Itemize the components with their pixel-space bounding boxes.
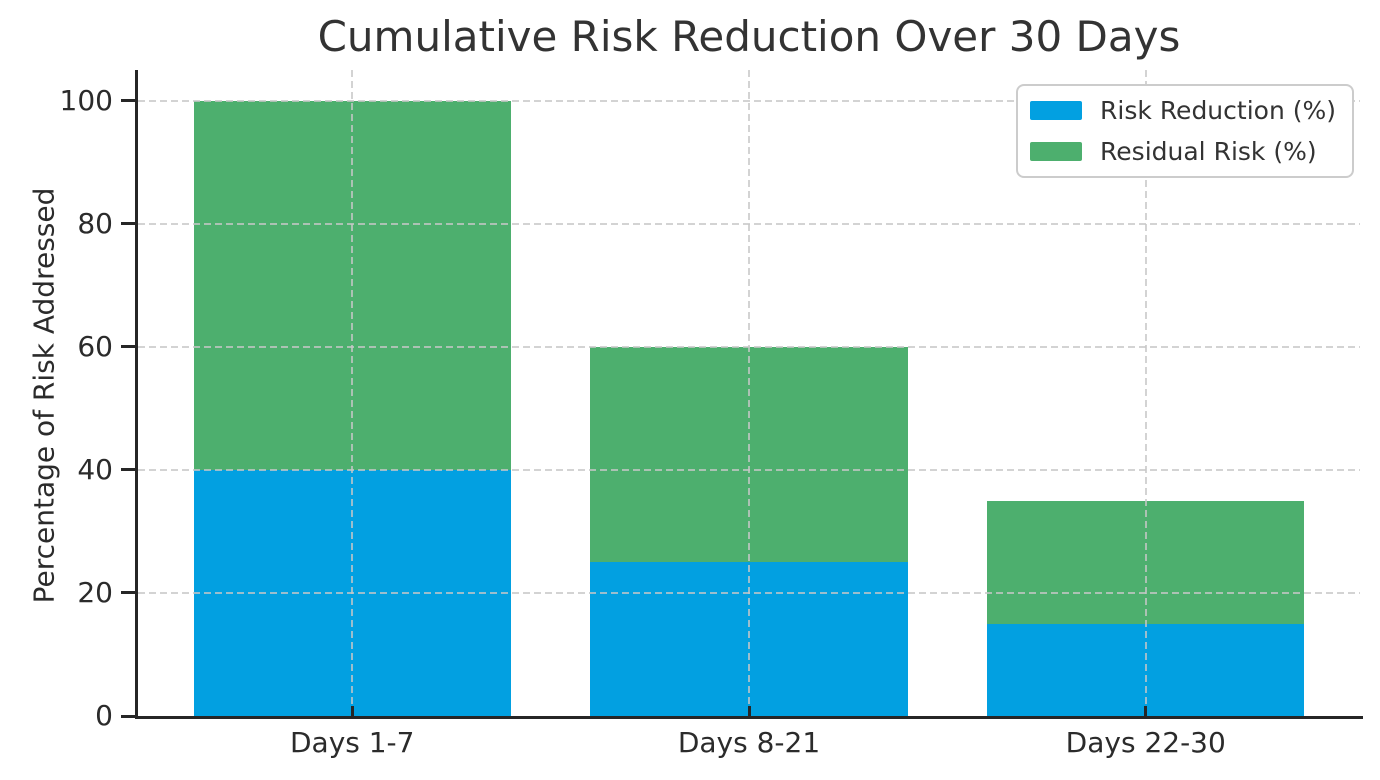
y-tick-mark [121,591,135,595]
legend-label: Risk Reduction (%) [1100,96,1336,125]
y-tick-label: 60 [77,329,113,363]
x-tick-label: Days 8-21 [677,726,821,759]
legend-swatch [1030,142,1083,161]
x-tick-mark [350,706,354,716]
y-tick-label: 40 [77,452,113,486]
legend-swatch [1030,101,1083,120]
legend-row: Risk Reduction (%) [1030,96,1336,125]
x-tick-label: Days 1-7 [289,726,415,759]
y-tick-label: 0 [95,699,113,732]
y-tick-label: 80 [77,206,113,240]
plot-area: Risk Reduction (%) Residual Risk (%) [135,70,1363,719]
x-tick-mark [1144,706,1148,716]
x-tick-mark [747,706,751,716]
legend-label: Residual Risk (%) [1100,137,1317,166]
y-tick-mark [121,99,135,103]
y-tick-mark [121,222,135,226]
y-tick-label: 20 [77,575,113,609]
legend: Risk Reduction (%) Residual Risk (%) [1016,84,1354,178]
chart-title: Cumulative Risk Reduction Over 30 Days [317,12,1181,61]
y-tick-mark [121,345,135,349]
legend-row: Residual Risk (%) [1030,137,1336,166]
y-tick-label: 100 [59,83,113,117]
y-tick-mark [121,714,135,718]
x-tick-label: Days 22-30 [1065,726,1226,759]
y-tick-mark [121,468,135,472]
